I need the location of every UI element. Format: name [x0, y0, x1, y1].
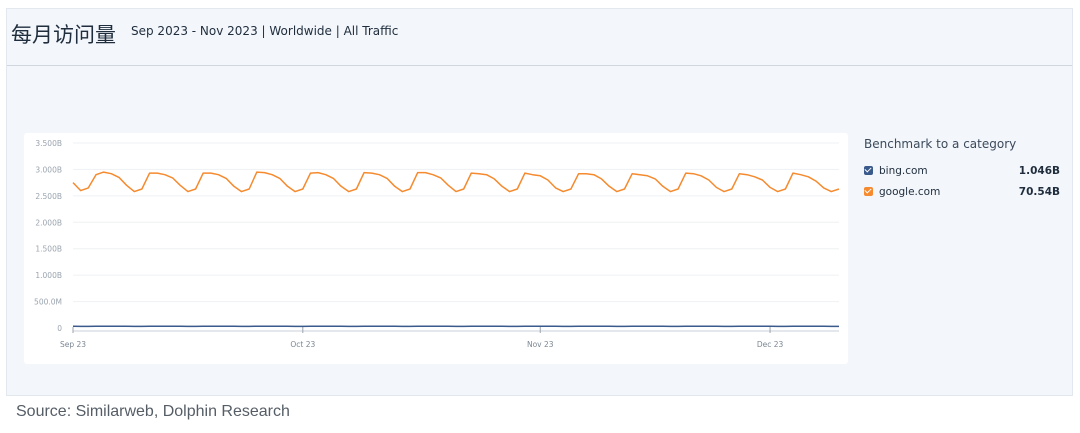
y-tick-label: 3.500B	[35, 139, 62, 148]
y-tick-label: 1.500B	[35, 245, 62, 254]
legend-item-label: bing.com	[879, 164, 928, 177]
checkbox-icon[interactable]	[864, 166, 873, 175]
legend-title: Benchmark to a category	[864, 137, 1017, 151]
x-tick-label: Oct 23	[290, 340, 315, 349]
y-tick-label: 500.0M	[34, 298, 62, 307]
x-tick-label: Sep 23	[60, 340, 86, 349]
legend-item-label: google.com	[879, 185, 941, 198]
legend-item-value: 1.046B	[1018, 164, 1060, 177]
series-lines	[72, 171, 840, 328]
y-tick-label: 2.500B	[35, 192, 62, 201]
grid-lines	[73, 142, 839, 303]
y-tick-label: 1.000B	[35, 271, 62, 280]
line-chart[interactable]: 0 500.0M 1.000B 1.500B 2.000B 2.500B 3.000B 3.5…	[24, 133, 848, 364]
checkbox-icon[interactable]	[864, 187, 873, 196]
x-tick-label: Dec 23	[757, 340, 784, 349]
panel-header: 每月访问量 Sep 2023 - Nov 2023 | Worldwide | …	[7, 9, 1072, 66]
y-axis-ticks: 0 500.0M 1.000B 1.500B 2.000B 2.500B 3.000B 3.5…	[34, 139, 62, 333]
page-title: 每月访问量	[11, 23, 116, 47]
legend: Benchmark to a category bing.com 1.046B …	[864, 137, 1060, 202]
series-line-google-com	[72, 171, 840, 193]
legend-item-value: 70.54B	[1018, 185, 1060, 198]
y-tick-label: 3.000B	[35, 165, 62, 174]
page-subtitle: Sep 2023 - Nov 2023 | Worldwide | All Tr…	[131, 24, 399, 38]
x-axis: Sep 23 Oct 23 Nov 23 Dec 23	[60, 327, 839, 349]
traffic-panel: 每月访问量 Sep 2023 - Nov 2023 | Worldwide | …	[6, 8, 1073, 396]
y-tick-label: 0	[57, 324, 62, 333]
y-tick-label: 2.000B	[35, 218, 62, 227]
source-note: Source: Similarweb, Dolphin Research	[16, 403, 290, 420]
legend-item-google[interactable]: google.com 70.54B	[864, 181, 1060, 202]
chart-card: 0 500.0M 1.000B 1.500B 2.000B 2.500B 3.000B 3.5…	[24, 133, 848, 364]
legend-item-bing[interactable]: bing.com 1.046B	[864, 160, 1060, 181]
x-tick-label: Nov 23	[527, 340, 554, 349]
